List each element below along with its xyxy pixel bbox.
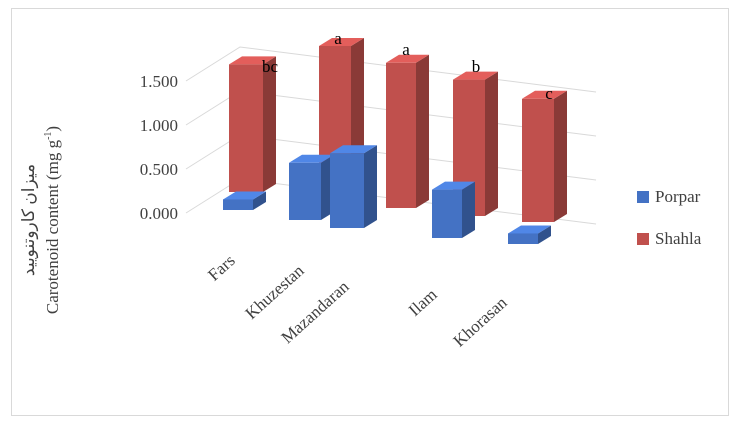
bar-shahla-khorasan <box>522 91 567 222</box>
y-tick-label: 1.500 <box>140 72 178 91</box>
y-axis-label-sup: -1 <box>43 132 54 140</box>
bar-porpar-ilam <box>432 182 475 238</box>
y-axis-label-persian: میزان کاروتنویید <box>19 90 39 350</box>
category-label: Khorasan <box>450 293 511 351</box>
y-axis-label: میزان کاروتنویید Carotenoid content (mg … <box>19 90 63 350</box>
y-axis-label-english: Carotenoid content (mg g-1) <box>39 90 63 350</box>
legend-label-porpar: Porpar <box>655 187 700 207</box>
bar-porpar-khuzestan <box>289 155 334 220</box>
bar-shahla-fars <box>229 56 276 192</box>
significance-letter: b <box>472 57 481 76</box>
bar-porpar-fars <box>223 191 266 210</box>
y-tick-label: 1.000 <box>140 116 178 135</box>
legend-swatch-shahla <box>637 233 649 245</box>
y-tick-label: 0.000 <box>140 204 178 223</box>
significance-letter: c <box>545 84 553 103</box>
category-label: Ilam <box>405 285 441 320</box>
legend-swatch-porpar <box>637 191 649 203</box>
y-tick-label: 0.500 <box>140 160 178 179</box>
legend-item-shahla: Shahla <box>637 229 701 249</box>
bar-shahla-mazandaran <box>386 55 429 208</box>
bar-porpar-khorasan <box>508 225 551 244</box>
legend-label-shahla: Shahla <box>655 229 701 249</box>
bar-porpar-mazandaran <box>330 145 377 228</box>
significance-letter: a <box>402 40 410 59</box>
legend-item-porpar: Porpar <box>637 187 700 207</box>
significance-letter: a <box>334 29 342 48</box>
category-label: Fars <box>204 251 238 285</box>
significance-letter: bc <box>262 57 279 76</box>
